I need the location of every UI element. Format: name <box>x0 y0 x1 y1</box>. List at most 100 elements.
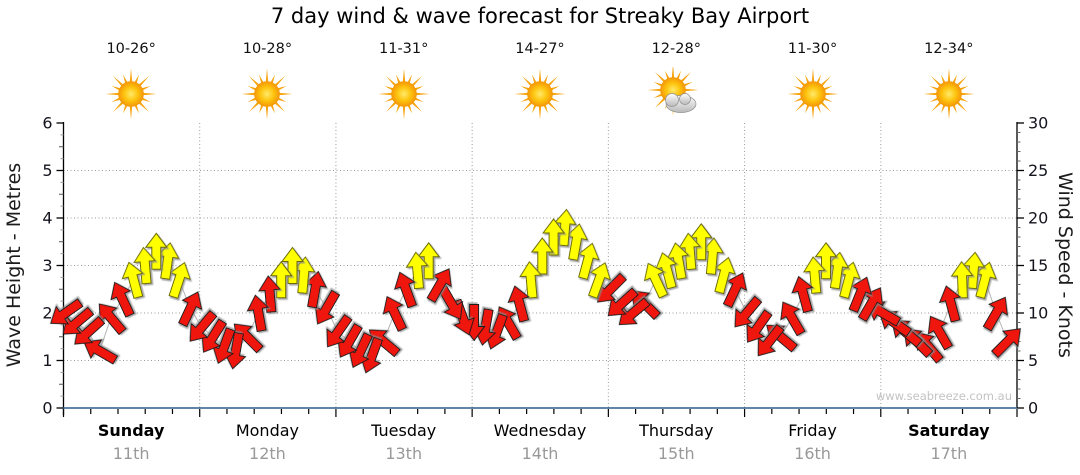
right-axis-tick-label: 0 <box>1028 399 1038 418</box>
day-name: Saturday <box>908 421 990 440</box>
sun-ray <box>248 86 258 91</box>
sun-ray <box>270 104 276 114</box>
wind-arrow <box>950 260 974 299</box>
sun-ray <box>822 86 832 91</box>
sun-ray <box>384 86 394 91</box>
day-label: Thursday 15th <box>608 419 744 465</box>
sun-ray <box>952 104 957 114</box>
temp-range: 11-30° <box>787 41 838 57</box>
sun-ray <box>415 92 430 96</box>
day-label: Saturday 17th <box>881 419 1017 465</box>
sun-ray <box>413 97 424 102</box>
sun-ray <box>521 76 533 87</box>
wind-arrow <box>519 261 543 299</box>
temp-range: 12-34° <box>924 41 974 57</box>
day-label-row: Sunday 11th Monday 12th Tuesday 13th Wednesday… <box>63 419 1017 465</box>
sun-ray <box>787 92 802 96</box>
sun-ray <box>547 76 558 87</box>
sun-ray <box>249 101 261 112</box>
sun-ray <box>960 92 975 96</box>
sun-ray <box>270 74 276 84</box>
sun-ray <box>531 104 537 114</box>
sun-ray <box>804 104 810 114</box>
wind-arrow <box>618 297 651 326</box>
sun-ray <box>684 88 699 92</box>
sun-ray <box>123 74 128 84</box>
sun-ray <box>655 97 667 108</box>
temp-range: 10-26° <box>106 41 156 57</box>
wind-arrow <box>927 315 954 351</box>
weather-icon-cell <box>336 67 472 121</box>
sun-disc <box>390 81 417 107</box>
sun-ray <box>259 104 265 114</box>
sun-ray <box>956 101 967 112</box>
sun-ray <box>134 74 140 84</box>
sun-ray <box>550 97 560 102</box>
sun-ray <box>952 74 957 84</box>
left-axis-tick-label: 3 <box>42 256 52 275</box>
day-date: 11th <box>112 444 150 464</box>
sun-icon <box>787 68 839 120</box>
left-axis-tick-label: 5 <box>42 161 52 180</box>
sun-ray <box>378 92 393 96</box>
sun-ray <box>929 86 939 91</box>
day-label: Monday 12th <box>199 419 335 465</box>
right-axis-tick-label: 10 <box>1028 304 1048 323</box>
sun-ray <box>531 74 537 84</box>
weather-icon-cell <box>63 67 199 121</box>
sun-ray <box>413 86 424 91</box>
sun-ray <box>406 74 412 84</box>
sun-ray <box>538 105 542 120</box>
sun-ray <box>547 101 558 112</box>
sun-ray <box>521 101 533 112</box>
page-title: 7 day wind & wave forecast for Streaky B… <box>270 4 810 28</box>
sun-ray <box>794 76 806 87</box>
sun-icon <box>241 68 293 120</box>
sun-ray <box>930 76 942 87</box>
day-name: Sunday <box>97 421 165 440</box>
wind-arrow <box>577 242 600 280</box>
right-axis-tick-label: 15 <box>1028 256 1048 275</box>
sun-ray <box>134 104 140 114</box>
sun-ray <box>129 105 133 120</box>
sun-ray <box>815 74 821 84</box>
sun-disc <box>254 81 281 107</box>
sun-ray <box>823 92 839 96</box>
temp-range: 14-27° <box>515 41 565 57</box>
temp-range: 10-28° <box>242 41 293 57</box>
sun-ray <box>274 76 286 87</box>
sun-icon <box>105 68 157 120</box>
wind-arrow <box>382 295 408 332</box>
wind-arrow <box>814 241 838 280</box>
sun-ray <box>543 104 548 114</box>
sun-ray <box>266 68 269 83</box>
sun-ray <box>804 74 810 84</box>
sun-ray <box>520 97 530 102</box>
sun-disc <box>799 81 826 107</box>
sun-icon <box>378 68 430 120</box>
wind-arrow <box>848 276 873 314</box>
wind-arrow <box>121 261 144 299</box>
sun-ray <box>384 97 394 102</box>
wind-arrow-series <box>50 208 1021 374</box>
temp-range: 12-28° <box>651 41 701 57</box>
sun-ray <box>395 74 401 84</box>
left-axis-tick-label: 0 <box>42 399 52 418</box>
partly-cloudy-icon <box>647 67 699 116</box>
wind-arrow <box>50 298 84 325</box>
weather-icon-cell <box>199 67 335 121</box>
wind-arrow <box>62 306 95 335</box>
wind-arrow <box>938 285 962 323</box>
left-axis-label: Wave Height - Metres <box>3 162 25 368</box>
day-name: Wednesday <box>493 421 587 440</box>
sun-ray <box>793 97 803 102</box>
sun-ray <box>956 76 967 87</box>
weather-icon-cell <box>608 67 744 121</box>
sun-ray <box>277 97 287 102</box>
sun-ray <box>653 82 664 87</box>
day-name: Tuesday <box>371 421 437 440</box>
wind-arrow <box>802 256 826 294</box>
sun-ray <box>138 76 150 87</box>
sun-icon <box>923 68 975 120</box>
sun-ray <box>538 68 542 83</box>
